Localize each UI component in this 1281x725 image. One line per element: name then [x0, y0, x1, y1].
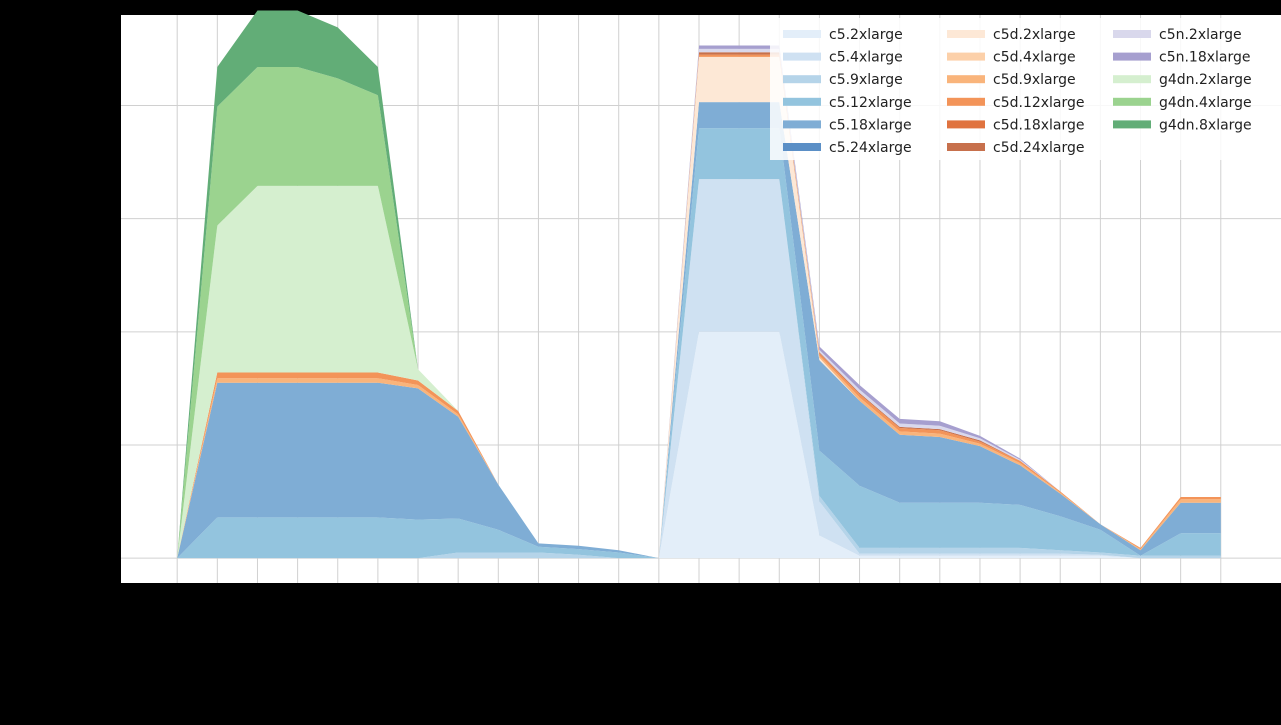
legend-label-c5-4xlarge: c5.4xlarge [829, 50, 903, 66]
legend-swatch-g4dn-2xlarge [1113, 75, 1151, 84]
stacked-areas [177, 10, 1221, 559]
legend-swatch-c5-12xlarge [783, 97, 821, 106]
legend-label-g4dn-2xlarge: g4dn.2xlarge [1159, 72, 1252, 88]
area-c5-2xlarge [177, 331, 1221, 559]
legend-label-c5d-18xlarge: c5d.18xlarge [993, 117, 1085, 133]
legend-label-c5-18xlarge: c5.18xlarge [829, 117, 912, 133]
legend-swatch-c5n-2xlarge [1113, 30, 1151, 38]
legend-swatch-c5n-18xlarge [1113, 52, 1151, 61]
legend-swatch-c5-4xlarge [783, 52, 821, 61]
legend-label-c5d-12xlarge: c5d.12xlarge [993, 95, 1085, 111]
area-g4dn-4xlarge [177, 45, 1221, 559]
legend-swatch-c5d-12xlarge [947, 97, 985, 106]
legend-label-c5d-4xlarge: c5d.4xlarge [993, 50, 1076, 66]
legend-label-c5-12xlarge: c5.12xlarge [829, 95, 912, 111]
legend-label-c5n-18xlarge: c5n.18xlarge [1159, 50, 1251, 66]
legend-label-g4dn-8xlarge: g4dn.8xlarge [1159, 117, 1252, 133]
legend-box [770, 18, 1281, 160]
area-c5-18xlarge [177, 102, 1221, 559]
legend-swatch-c5d-18xlarge [947, 120, 985, 129]
legend-label-c5-24xlarge: c5.24xlarge [829, 140, 912, 156]
legend-swatch-c5-9xlarge [783, 75, 821, 84]
legend-swatch-c5-24xlarge [783, 143, 821, 151]
legend-swatch-g4dn-8xlarge [1113, 120, 1151, 129]
legend-swatch-c5d-9xlarge [947, 75, 985, 84]
legend-swatch-c5d-24xlarge [947, 143, 985, 151]
area-g4dn-2xlarge [177, 45, 1221, 559]
legend-label-c5-2xlarge: c5.2xlarge [829, 27, 903, 43]
legend-swatch-c5-2xlarge [783, 30, 821, 38]
legend: c5.2xlarge c5.4xlarge c5.9xlarge c5.12xlarg… [770, 18, 1281, 160]
legend-swatch-g4dn-4xlarge [1113, 97, 1151, 106]
legend-label-c5d-24xlarge: c5d.24xlarge [993, 140, 1085, 156]
legend-swatch-c5d-2xlarge [947, 30, 985, 38]
legend-label-c5d-9xlarge: c5d.9xlarge [993, 72, 1076, 88]
legend-label-c5n-2xlarge: c5n.2xlarge [1159, 27, 1242, 43]
legend-label-c5d-2xlarge: c5d.2xlarge [993, 27, 1076, 43]
legend-label-g4dn-4xlarge: g4dn.4xlarge [1159, 95, 1252, 111]
area-c5n-18xlarge [177, 45, 1221, 559]
area-g4dn-8xlarge [177, 10, 1221, 559]
area-c5-4xlarge [177, 179, 1221, 559]
legend-swatch-c5-18xlarge [783, 120, 821, 129]
legend-swatch-c5d-4xlarge [947, 52, 985, 61]
legend-label-c5-9xlarge: c5.9xlarge [829, 72, 903, 88]
